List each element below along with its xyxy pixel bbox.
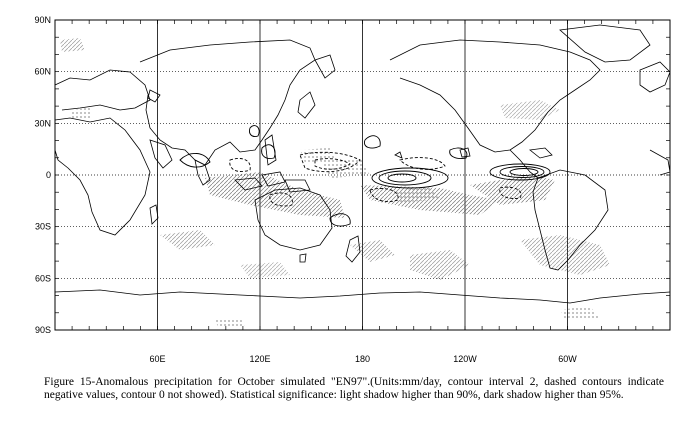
significance-shading: [60, 38, 610, 327]
longitude-label: 60E: [149, 354, 165, 364]
latitude-label: 90S: [35, 325, 51, 335]
longitude-label: 60W: [558, 354, 577, 364]
negative-contours: [229, 151, 522, 207]
axis-ticks: [54, 19, 671, 331]
figure-caption: Figure 15-Anomalous precipitation for Oc…: [44, 376, 664, 401]
latitude-label: 30S: [35, 222, 51, 232]
latitude-label: 30N: [34, 118, 51, 128]
longitude-label: 180: [355, 354, 370, 364]
latitude-label: 60S: [35, 273, 51, 283]
coastlines: [54, 24, 671, 304]
latitude-labels: 90N 60N 30N 0 30S 60S 90S: [34, 15, 51, 335]
longitude-labels: 60E 120E 180 120W 60W: [149, 354, 577, 364]
longitude-label: 120W: [453, 354, 477, 364]
map-panel: 90N 60N 30N 0 30S 60S 90S 60E 120E 180 120W 60W: [34, 15, 671, 364]
longitude-label: 120E: [249, 354, 270, 364]
precipitation-contours: [179, 125, 551, 227]
precipitation-map: 90N 60N 30N 0 30S 60S 90S 60E 120E 180 120W 60W: [34, 15, 671, 364]
latitude-label: 90N: [34, 15, 51, 25]
latitude-label: 60N: [34, 67, 51, 77]
latitude-label: 0: [46, 170, 51, 180]
